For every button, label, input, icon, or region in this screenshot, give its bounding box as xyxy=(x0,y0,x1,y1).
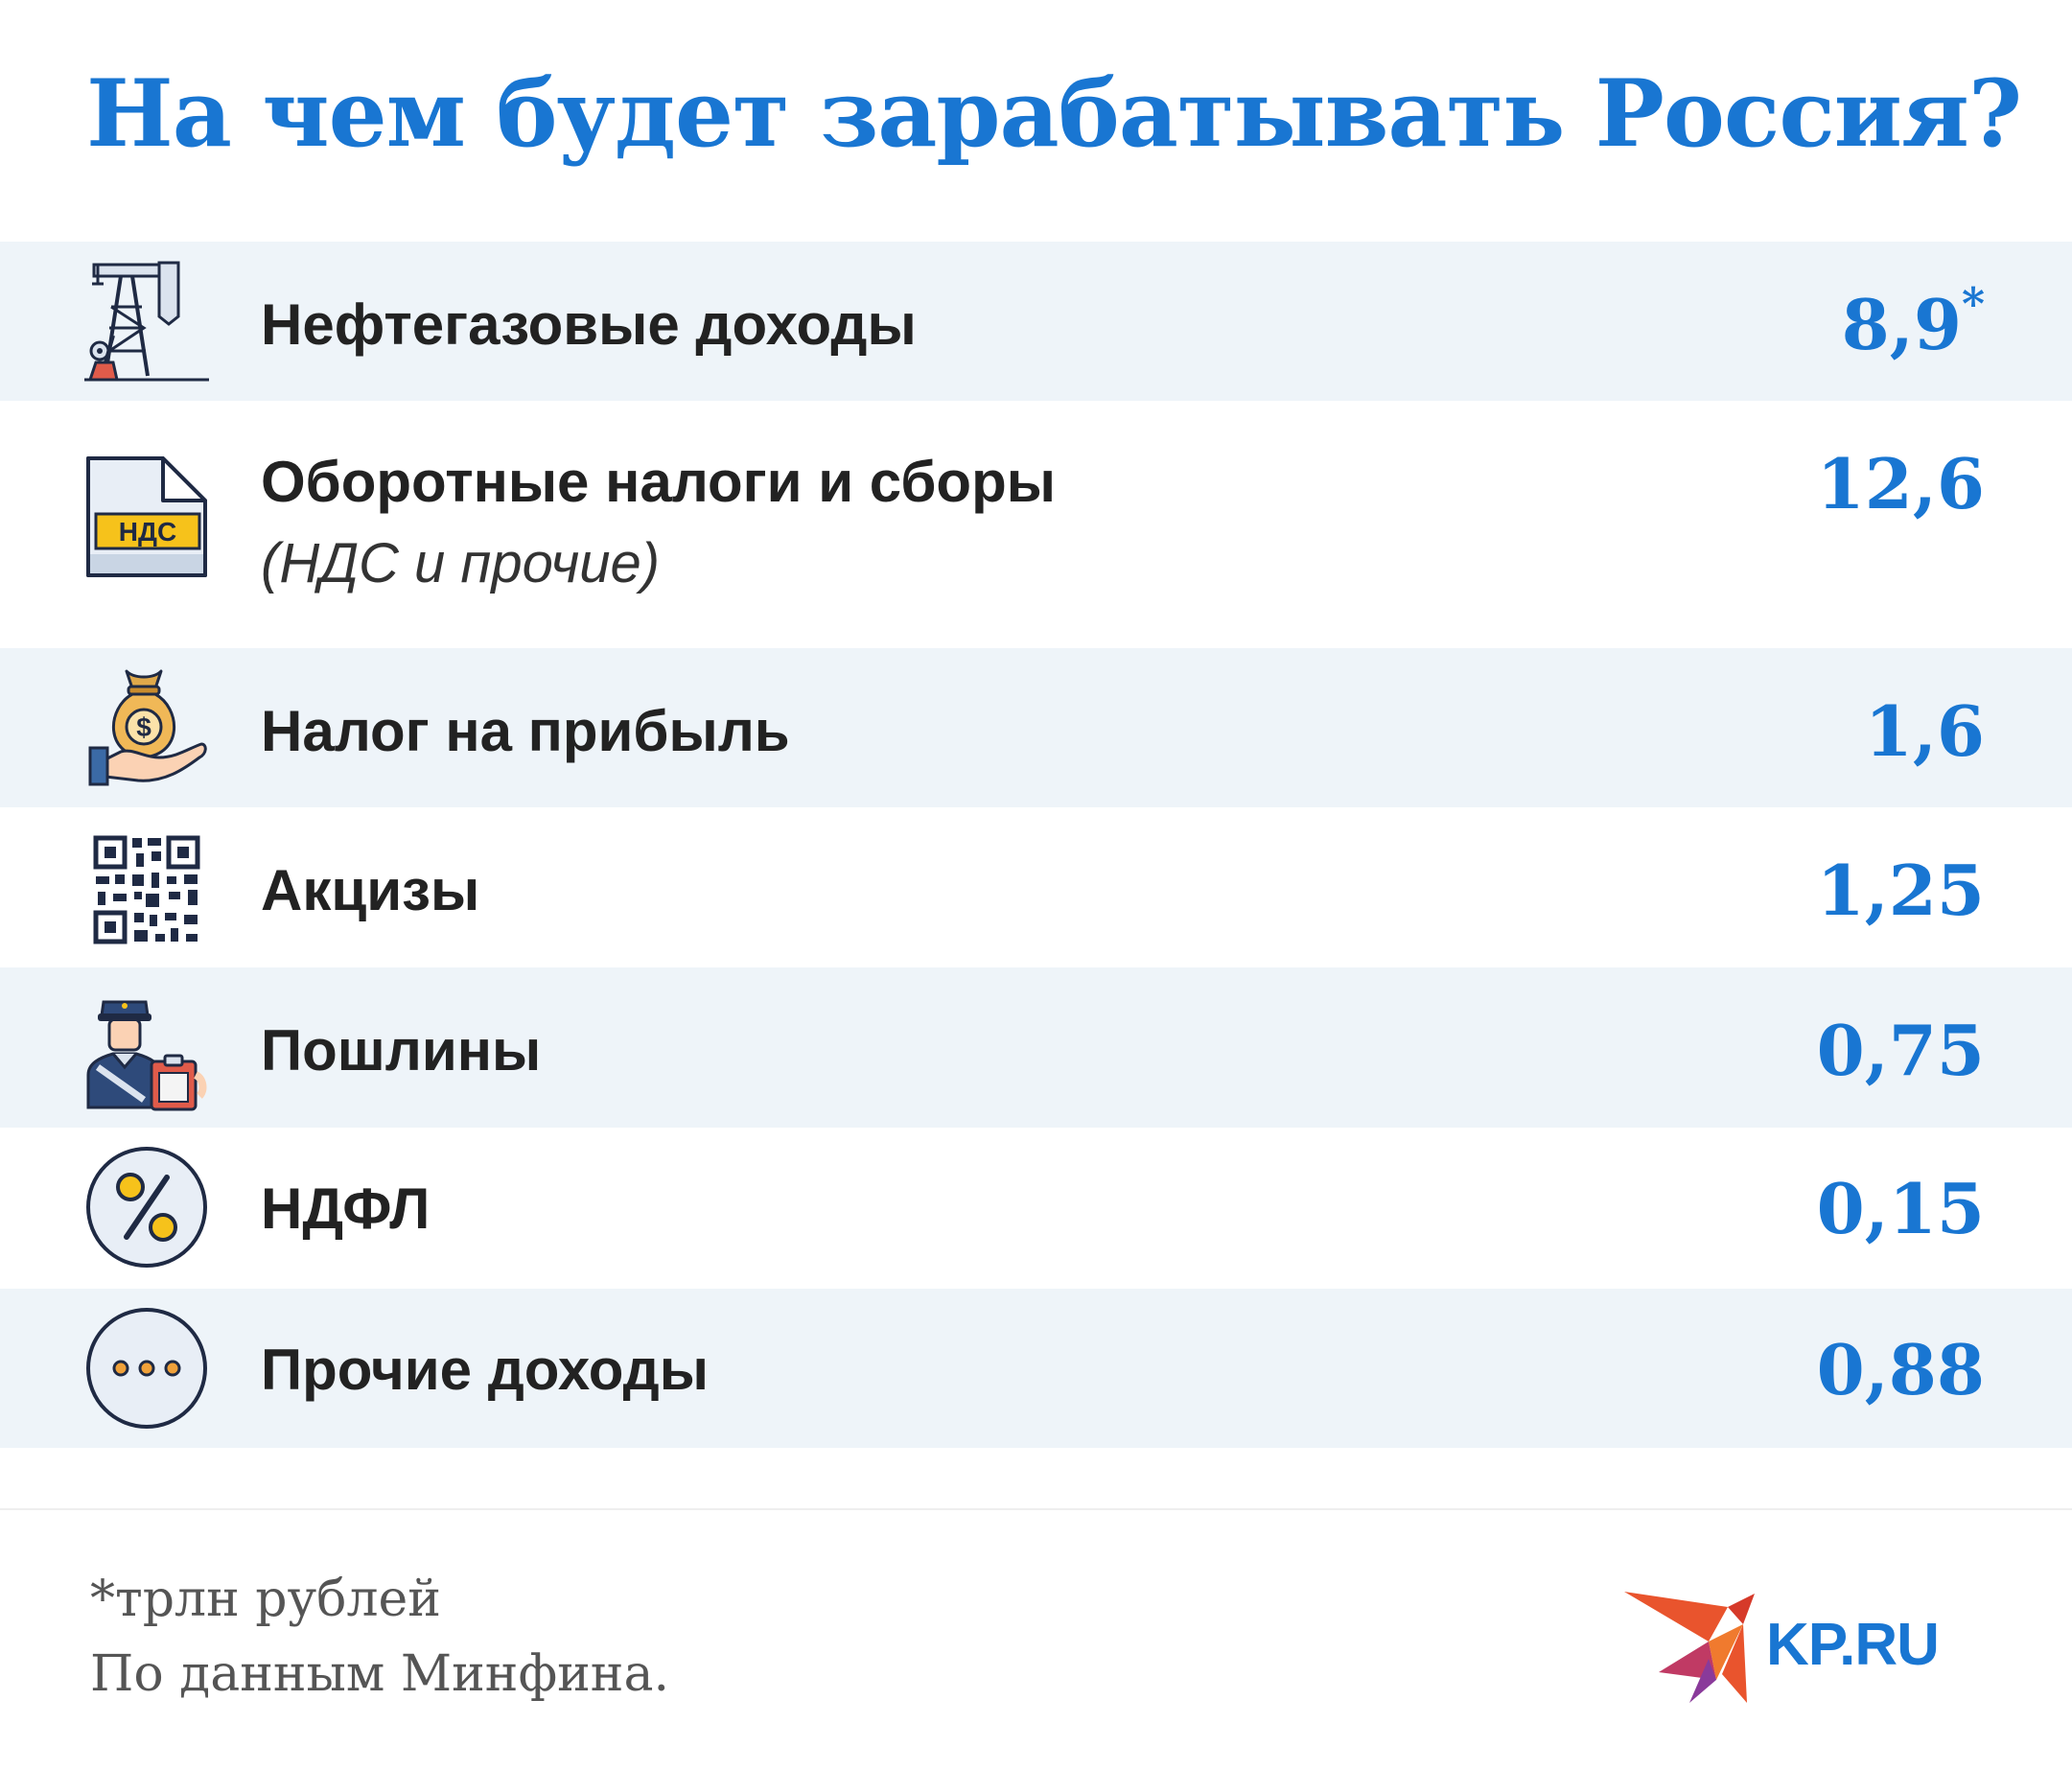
row-label: НДФЛ xyxy=(261,1176,431,1241)
revenue-table: Нефтегазовые доходы 8,9* НДС Оборотные н… xyxy=(0,242,2072,1448)
table-row: Пошлины 0,75 xyxy=(0,967,2072,1128)
source-note: По данным Минфина. xyxy=(90,1645,669,1703)
vat-document-icon: НДС xyxy=(84,454,209,579)
row-value: 0,75 xyxy=(1817,1010,1985,1091)
table-row: НДФЛ 0,15 xyxy=(0,1128,2072,1289)
row-label: Нефтегазовые доходы xyxy=(261,292,917,357)
row-value: 8,9* xyxy=(1841,278,1985,365)
row-value: 12,6 xyxy=(1817,443,1985,524)
row-value: 1,25 xyxy=(1817,850,1985,931)
table-row: НДС Оборотные налоги и сборы (НДС и проч… xyxy=(0,401,2072,648)
value-number: 1,25 xyxy=(1816,850,1985,931)
money-bag-hand-icon: $ xyxy=(84,665,209,790)
table-row: Акцизы 1,25 xyxy=(0,807,2072,967)
row-value: 1,6 xyxy=(1865,690,1985,772)
value-number: 8,9 xyxy=(1841,284,1962,365)
table-row: $ Налог на прибыль 1,6 xyxy=(0,648,2072,807)
kp-logo-text: KP.RU xyxy=(1766,1612,1940,1678)
row-label: Прочие доходы xyxy=(261,1338,709,1402)
kp-bird-logo-icon xyxy=(1624,1592,1755,1703)
value-number: 0,88 xyxy=(1816,1329,1985,1410)
customs-officer-icon xyxy=(84,987,209,1111)
value-footnote-marker: * xyxy=(1961,278,1985,330)
more-dots-icon xyxy=(84,1306,209,1431)
row-label: Пошлины xyxy=(261,1018,542,1083)
value-number: 1,6 xyxy=(1864,690,1985,772)
svg-text:$: $ xyxy=(136,712,151,742)
unit-note: *трлн рублей xyxy=(90,1571,441,1628)
value-number: 0,75 xyxy=(1816,1010,1985,1091)
oil-pump-icon xyxy=(84,259,209,384)
page-title: На чем будет зарабатывать Россия? xyxy=(86,59,2022,168)
percent-icon xyxy=(84,1145,209,1269)
row-label: Налог на прибыль xyxy=(261,699,790,763)
row-sublabel: (НДС и прочие) xyxy=(261,532,661,594)
value-number: 12,6 xyxy=(1816,443,1985,524)
row-value: 0,88 xyxy=(1817,1329,1985,1410)
table-row: Прочие доходы 0,88 xyxy=(0,1289,2072,1448)
value-number: 0,15 xyxy=(1816,1168,1985,1249)
svg-text:НДС: НДС xyxy=(119,517,176,547)
qr-code-icon xyxy=(84,830,209,955)
table-row: Нефтегазовые доходы 8,9* xyxy=(0,242,2072,401)
row-label: Оборотные налоги и сборы xyxy=(261,450,1056,514)
row-value: 0,15 xyxy=(1817,1168,1985,1249)
row-label: Акцизы xyxy=(261,858,480,922)
footer-divider xyxy=(0,1508,2072,1510)
